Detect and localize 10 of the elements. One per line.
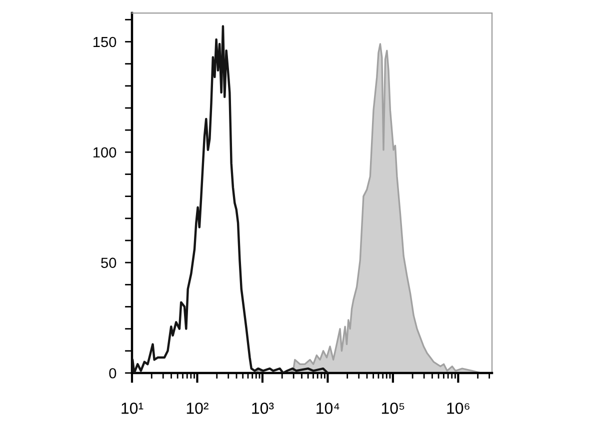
- x-tick-label: 10¹: [122, 402, 144, 414]
- y-tick-label: 150: [94, 36, 116, 48]
- y-tick-label: 100: [94, 147, 116, 158]
- x-tick-label: 10³: [252, 402, 274, 414]
- x-tick-label: 10⁵: [382, 402, 404, 414]
- x-tick-label: 10⁴: [316, 402, 340, 414]
- y-tick-label: 0: [109, 368, 116, 378]
- x-tick-label: 10⁶: [447, 402, 470, 414]
- x-tick-label: 10²: [186, 402, 208, 414]
- y-tick-label: 50: [101, 258, 116, 268]
